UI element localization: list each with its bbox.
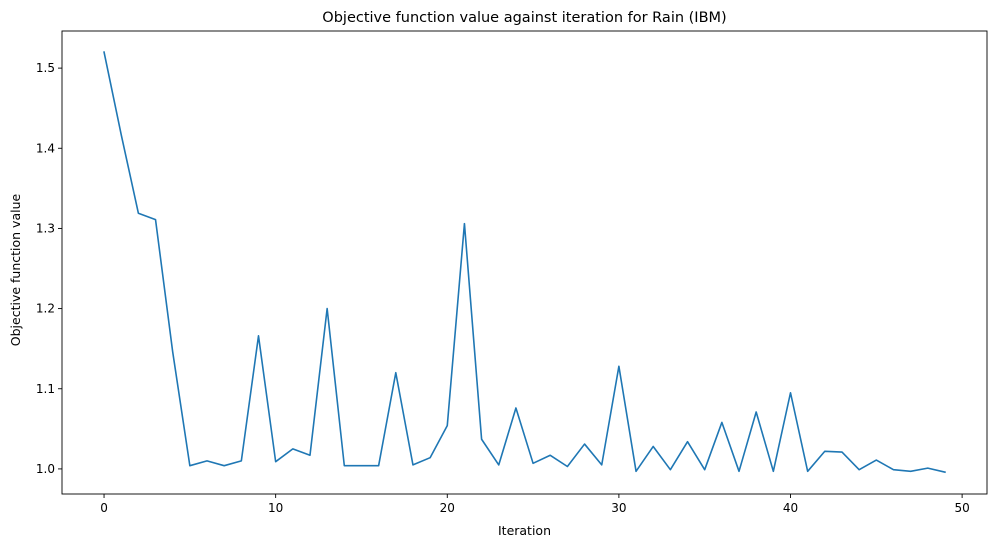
x-tick-label: 20: [440, 501, 455, 515]
plot-frame: [61, 30, 988, 495]
y-tick-label: 1.1: [36, 382, 55, 396]
x-axis: 0 10 20 30 40 50: [100, 494, 970, 515]
y-tick-label: 1.2: [36, 302, 55, 316]
x-tick-label: 40: [783, 501, 798, 515]
y-tick-label: 1.0: [36, 462, 55, 476]
series-line-0: [103, 51, 946, 474]
x-tick-label: 0: [100, 501, 108, 515]
y-axis-label: Objective function value: [8, 193, 23, 346]
y-tick-label: 1.3: [36, 221, 55, 235]
x-tick-label: 10: [268, 501, 283, 515]
x-tick-label: 30: [611, 501, 626, 515]
y-axis: 1.0 1.1 1.2 1.3 1.4 1.5: [36, 61, 62, 476]
plot-area: [61, 30, 988, 495]
y-tick-label: 1.5: [36, 61, 55, 75]
chart-title: Objective function value against iterati…: [322, 10, 726, 26]
x-axis-label: Iteration: [498, 523, 551, 538]
x-tick-label: 50: [954, 501, 969, 515]
y-tick-label: 1.4: [36, 141, 55, 155]
